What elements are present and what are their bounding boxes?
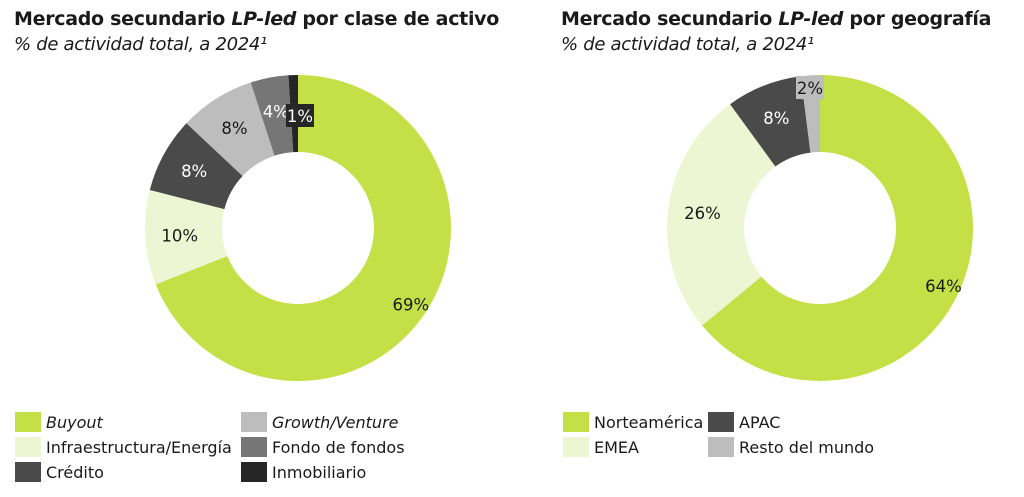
legend-item-apac: APAC <box>708 412 780 432</box>
slice-fondo-de-fondos <box>250 75 294 156</box>
legend-swatch <box>708 437 734 457</box>
legend-item-emea: EMEA <box>563 437 639 457</box>
legend-label: Growth/Venture <box>272 412 399 432</box>
legend-label: Crédito <box>46 462 104 482</box>
legend-label: EMEA <box>594 437 639 457</box>
data-label-apac: 8% <box>763 109 789 128</box>
legend-item-growth-venture: Growth/Venture <box>241 412 398 432</box>
slice-emea <box>667 104 776 326</box>
legend-item-resto-del-mundo: Resto del mundo <box>708 437 874 457</box>
legend-label: Buyout <box>46 412 103 432</box>
data-label-buyout: 69% <box>393 296 430 315</box>
legend-swatch <box>15 437 41 457</box>
slice-infraestructura-energia <box>145 189 228 285</box>
chart-title: Mercado secundario LP-led por geografía <box>561 8 992 30</box>
label-bg-resto-del-mundo <box>796 76 824 99</box>
donut-asset-class: 69% 10% 8% 8% 4%1% <box>145 75 451 382</box>
legend-item-infraestructura-energia: Infraestructura/Energía <box>15 437 232 457</box>
legend-swatch <box>563 437 589 457</box>
legend-item-credito: Crédito <box>15 462 104 482</box>
chart-subtitle: % de actividad total, a 2024¹ <box>14 34 267 55</box>
legend-label: Inmobiliario <box>272 462 367 482</box>
slice-buyout <box>155 75 451 382</box>
slice-growth-venture <box>186 82 275 176</box>
legend-swatch <box>708 412 734 432</box>
legend-swatch <box>15 412 41 432</box>
legend-label: Resto del mundo <box>739 437 875 457</box>
legend-label: Fondo de fondos <box>272 437 405 457</box>
data-label-resto-del-mundo: 2% <box>797 79 823 98</box>
data-label-credito: 8% <box>181 162 207 181</box>
legend-item-buyout: Buyout <box>15 412 103 432</box>
legend-item-inmobiliario: Inmobiliario <box>241 462 366 482</box>
data-label-inmobiliario: 1% <box>287 107 313 126</box>
legend-swatch <box>241 412 267 432</box>
chart-title: Mercado secundario LP-led por clase de a… <box>14 8 499 30</box>
legend-swatch <box>241 437 267 457</box>
data-label-emea: 26% <box>684 204 721 223</box>
legend-swatch <box>15 462 41 482</box>
data-label-fondo-de-fondos: 4% <box>263 103 289 122</box>
legend-item-fondo-de-fondos: Fondo de fondos <box>241 437 405 457</box>
legend-label: APAC <box>739 412 781 432</box>
legend-swatch <box>241 462 267 482</box>
donut-geography: 64% 26% 8% 2% <box>667 75 973 381</box>
data-label-infraestructura-energia: 10% <box>161 226 198 245</box>
legend-swatch <box>563 412 589 432</box>
data-label-norteamerica: 64% <box>925 277 962 296</box>
slice-credito <box>149 123 243 210</box>
legend-label: Infraestructura/Energía <box>46 437 232 457</box>
chart-subtitle: % de actividad total, a 2024¹ <box>561 34 814 55</box>
data-label-growth-venture: 8% <box>221 119 247 138</box>
legend-item-norteamerica: Norteamérica <box>563 412 703 432</box>
slice-apac <box>730 76 811 167</box>
legend-label: Norteamérica <box>594 412 704 432</box>
label-bg-inmobiliario <box>286 104 314 127</box>
slice-norteamerica <box>702 75 973 381</box>
